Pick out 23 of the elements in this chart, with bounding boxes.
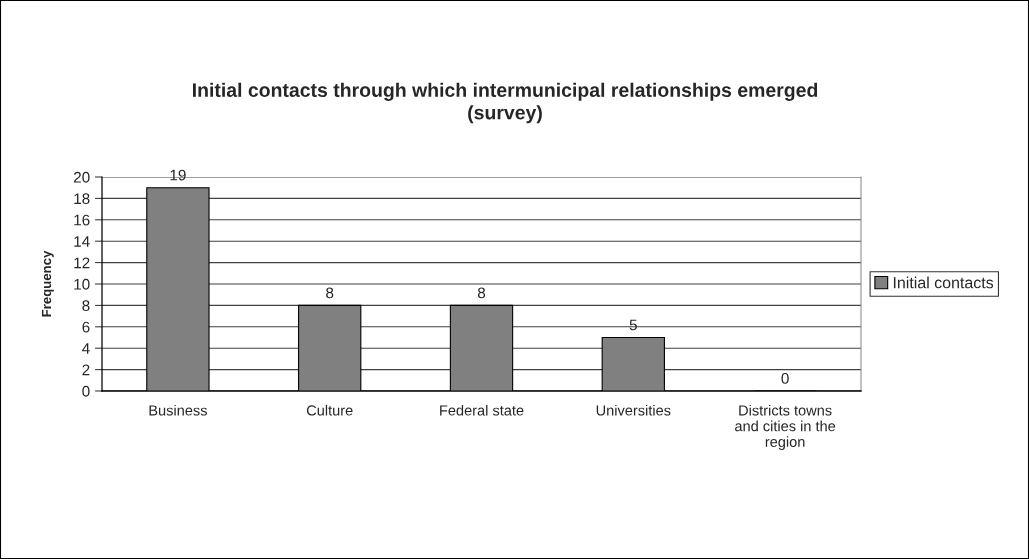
y-axis-title: Frequency — [41, 250, 54, 317]
y-tick-label: 16 — [74, 214, 90, 226]
y-tick-label: 0 — [82, 385, 90, 397]
y-tick-label: 14 — [74, 236, 90, 247]
data-label: 19 — [170, 169, 186, 181]
y-tick-label: 2 — [82, 364, 90, 376]
data-label: 8 — [477, 287, 486, 299]
x-tick-label: Universities — [596, 404, 671, 416]
y-tick-label: 12 — [74, 257, 90, 269]
y-tick-label: 4 — [82, 343, 90, 354]
x-tick-label: Districts towns and cities in the region — [735, 404, 836, 450]
x-tick-label: Culture — [306, 404, 353, 416]
y-tick-label: 6 — [82, 321, 90, 333]
data-label: 0 — [781, 372, 789, 384]
legend-label: Initial contacts — [893, 276, 994, 289]
chart-title: Initial contacts through which intermunicipal relationships emerged (survey) — [193, 82, 818, 124]
data-label: 8 — [326, 287, 334, 299]
x-tick-label: Business — [149, 404, 207, 416]
x-tick-label: Federal state — [440, 404, 524, 416]
y-tick-label: 8 — [82, 300, 90, 312]
y-tick-label: 18 — [74, 193, 90, 205]
y-tick-label: 10 — [74, 278, 90, 290]
y-tick-label: 20 — [73, 171, 90, 183]
